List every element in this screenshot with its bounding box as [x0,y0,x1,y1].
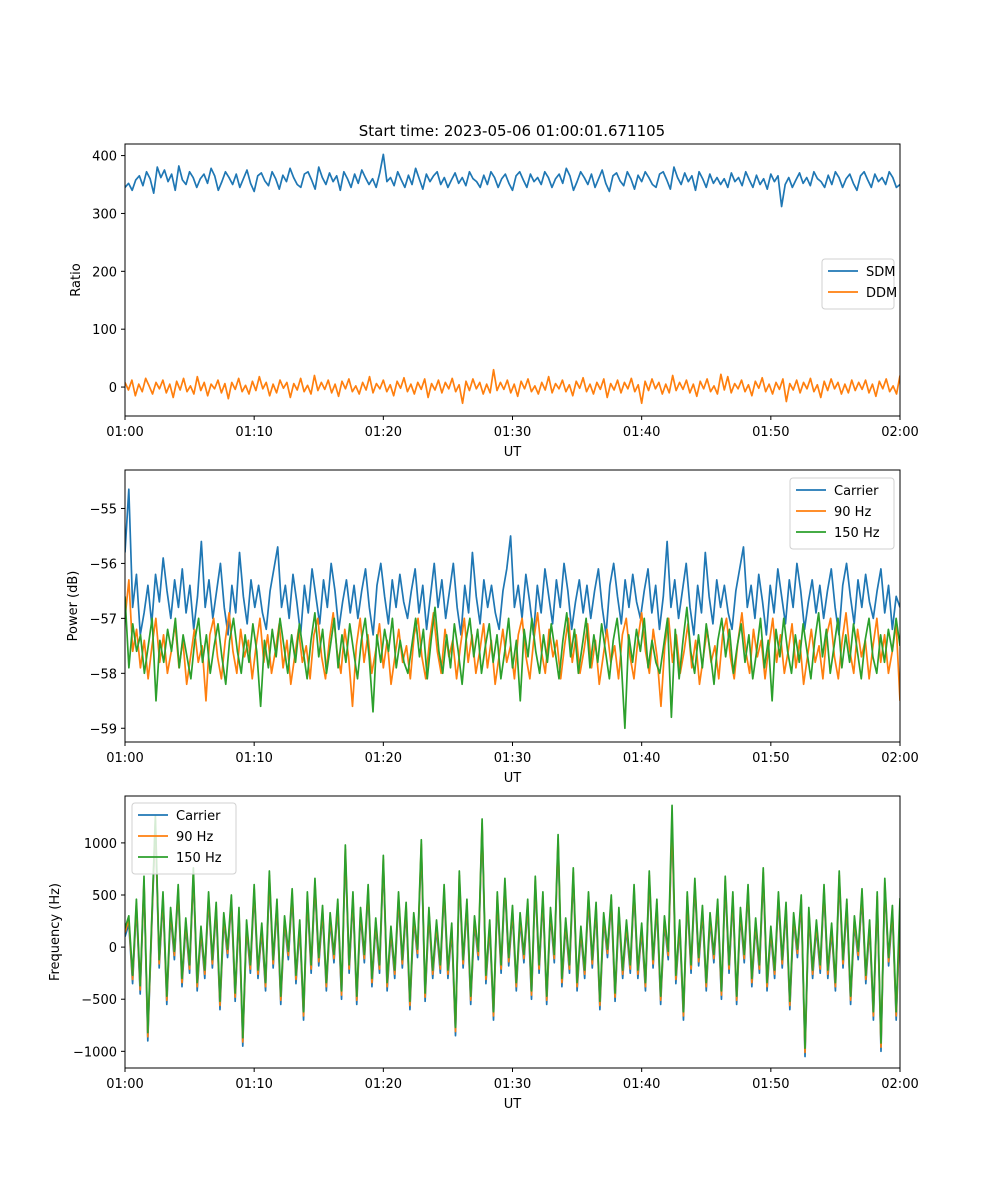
y-axis-label: Frequency (Hz) [48,883,63,981]
legend-label: 150 Hz [176,851,222,866]
x-tick-label: 01:00 [106,751,143,766]
x-tick-label: 01:00 [106,1077,143,1092]
x-tick-label: 01:50 [752,751,789,766]
legend-label: Carrier [176,809,221,824]
x-tick-label: 02:00 [881,751,918,766]
x-tick-label: 01:30 [494,425,531,440]
y-tick-label: −500 [81,993,117,1008]
x-tick-label: 01:30 [494,751,531,766]
x-axis-label: UT [504,1097,522,1112]
y-tick-label: −58 [90,667,117,682]
y-tick-label: 300 [92,207,117,222]
x-tick-label: 01:20 [365,751,402,766]
panel-2: 01:00 01:10 01:20 01:30 01:40 01:50 02:00 −55 −5… [66,469,919,786]
x-axis-label: UT [504,445,522,460]
legend-label: DDM [866,286,897,301]
panel-3: 01:00 01:10 01:20 01:30 01:40 01:50 02:00 1000 5… [48,795,919,1112]
y-tick-label: 100 [92,323,117,338]
x-tick-label: 01:40 [623,751,660,766]
x-tick-label: 01:10 [235,751,272,766]
x-tick-label: 01:20 [365,1077,402,1092]
series-line-ddm [125,368,900,405]
x-tick-label: 01:10 [235,425,272,440]
legend: Carrier 90 Hz 150 Hz [789,477,895,550]
y-tick-label: −57 [90,612,117,627]
x-tick-label: 01:10 [235,1077,272,1092]
x-tick-label: 01:40 [623,1077,660,1092]
x-tick-label: 01:00 [106,425,143,440]
x-tick-label: 02:00 [881,1077,918,1092]
legend-label: Carrier [834,484,879,499]
series-line-90-hz [125,579,900,708]
y-tick-label: 1000 [84,837,117,852]
x-tick-label: 01:20 [365,425,402,440]
series-line-carrier [125,488,900,636]
series-line-150-hz [125,596,900,730]
x-axis-label: UT [504,771,522,786]
y-axis-label: Power (dB) [66,571,81,642]
y-tick-label: 0 [109,381,117,396]
legend-label: SDM [866,265,895,280]
legend: Carrier 90 Hz 150 Hz [131,802,237,875]
y-tick-label: −56 [90,557,117,572]
legend-label: 150 Hz [834,526,880,541]
figure-title: Start time: 2023-05-06 01:00:01.671105 [359,122,665,140]
y-tick-label: 400 [92,150,117,165]
y-tick-label: 200 [92,265,117,280]
legend: SDM DDM [821,258,897,310]
x-tick-label: 01:40 [623,425,660,440]
y-tick-label: −1000 [73,1045,117,1060]
series-line-150-hz [125,804,900,1050]
x-tick-label: 01:30 [494,1077,531,1092]
series-line-sdm [125,153,900,208]
legend-label: 90 Hz [176,830,213,845]
x-tick-label: 01:50 [752,425,789,440]
x-tick-label: 01:50 [752,1077,789,1092]
x-tick-label: 02:00 [881,425,918,440]
y-tick-label: 0 [109,941,117,956]
y-tick-label: −59 [90,722,117,737]
y-tick-label: −55 [90,502,117,517]
panel-1: 01:00 01:10 01:20 01:30 01:40 01:50 02:00 0 100 2… [69,143,919,460]
legend-label: 90 Hz [834,505,871,520]
y-axis-label: Ratio [69,263,84,296]
y-tick-label: 500 [92,889,117,904]
